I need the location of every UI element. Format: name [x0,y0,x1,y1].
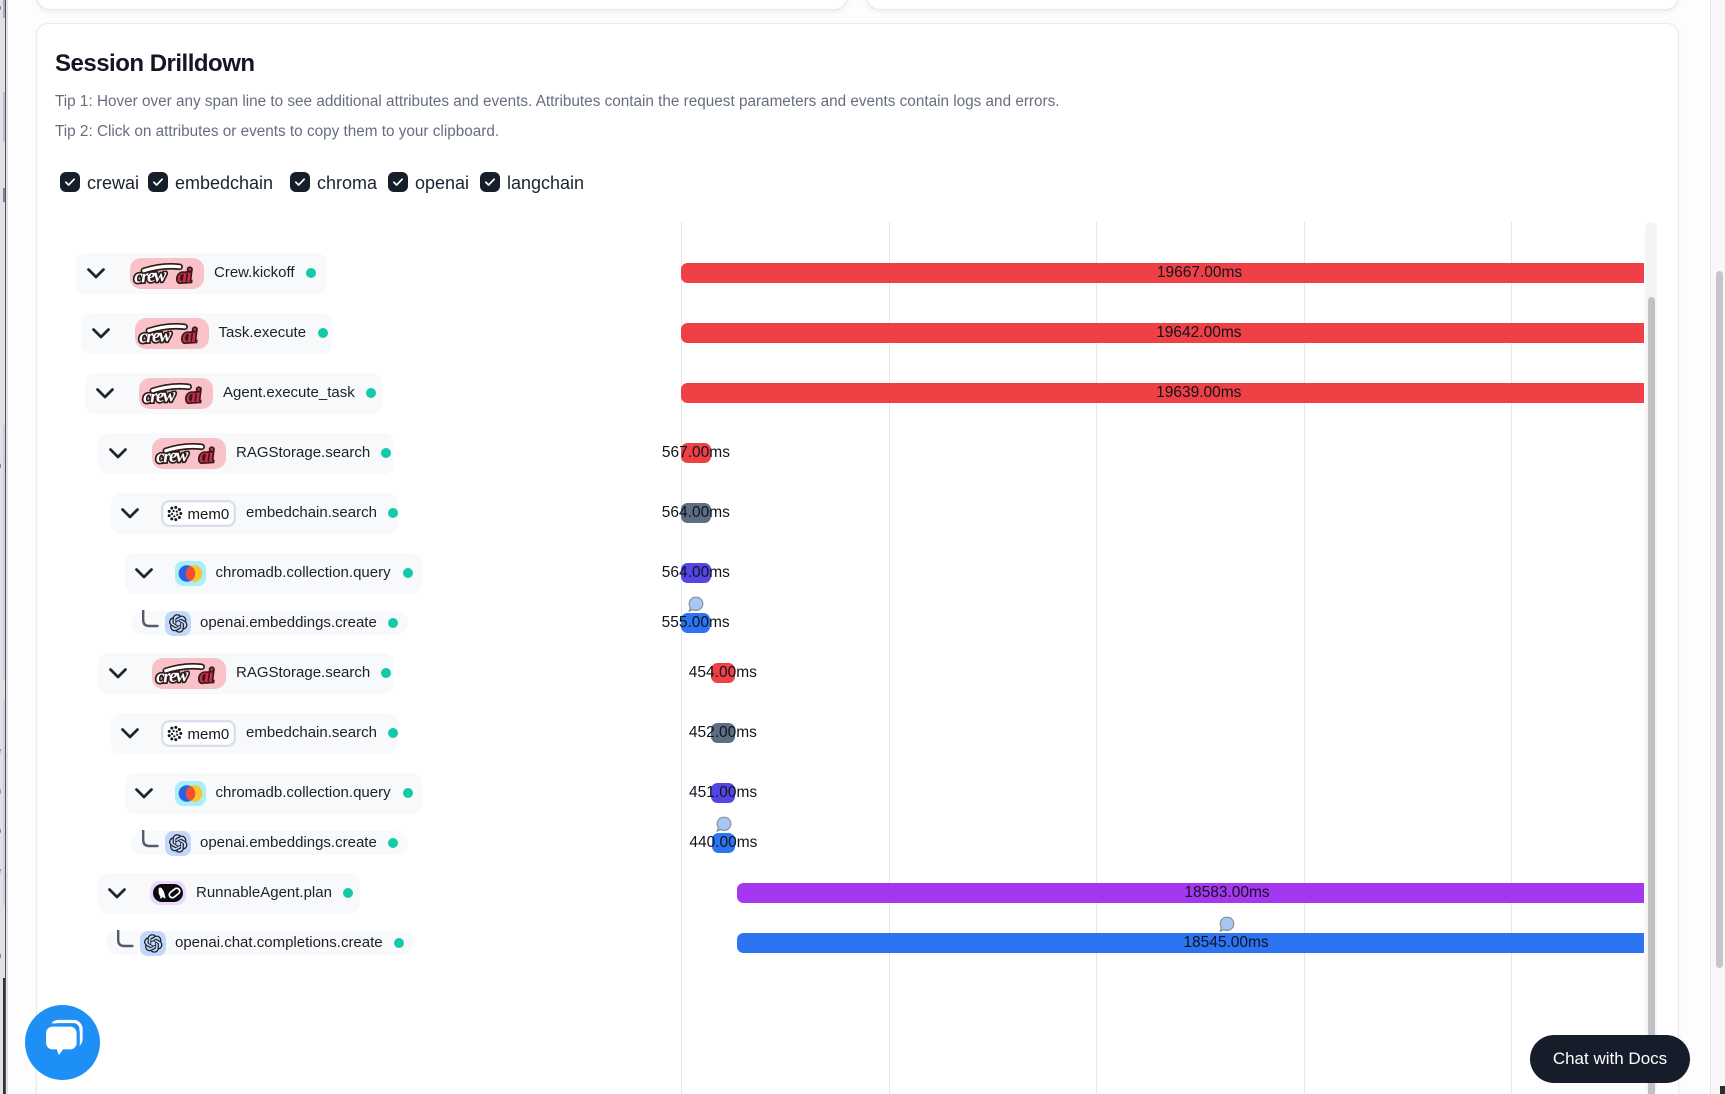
svg-text:mem0: mem0 [188,726,230,743]
svg-text:mem0: mem0 [188,506,230,523]
svg-text:ai: ai [186,384,202,407]
svg-text:ai: ai [199,664,215,687]
svg-text:ai: ai [181,324,197,347]
svg-text:ai: ai [177,264,193,287]
svg-text:ai: ai [199,444,215,467]
